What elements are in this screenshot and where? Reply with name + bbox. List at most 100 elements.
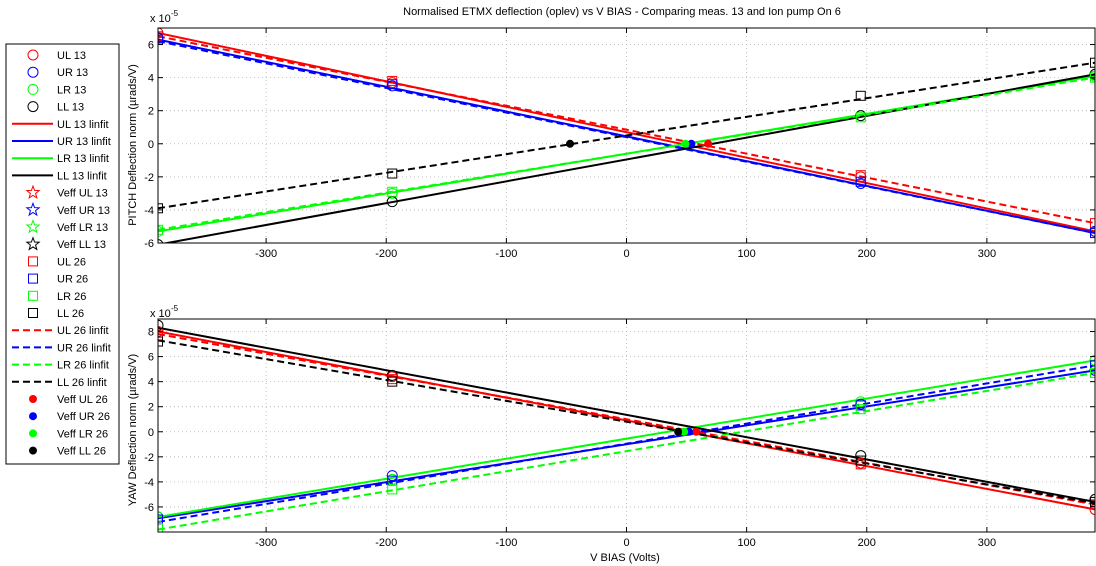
pitch-ll-26-point-3: [1090, 57, 1095, 68]
legend-ul-26-linfit-label: UL 26 linfit: [57, 325, 109, 337]
legend-veff-lr-13-swatch: [25, 219, 41, 234]
pitch-ytick-label: 6: [148, 40, 154, 52]
legend-ur-13-label: UR 13: [57, 67, 88, 79]
legend-veff-ul-13-label: Veff UL 13: [57, 188, 108, 200]
yaw-lr-13-point-3: [1089, 354, 1095, 366]
pitch-veff-ll-26-point-0: [566, 139, 575, 148]
legend-ul-26-swatch: [28, 256, 38, 267]
yaw-ul-13-point-3: [1089, 503, 1095, 515]
legend-ll-13: LL 13: [27, 101, 84, 114]
legend-lr-13-linfit: LR 13 linfit: [12, 153, 109, 165]
legend-lr-13-linfit-label: LR 13 linfit: [57, 153, 109, 165]
pitch-exponent-power: -5: [171, 9, 179, 18]
pitch-xtick-label: -100: [495, 248, 517, 260]
yaw-ur-26-point-0: [158, 514, 163, 525]
legend-ll-26-linfit-label: LL 26 linfit: [57, 377, 107, 389]
legend-veff-ll-13-label: Veff LL 13: [57, 239, 106, 251]
legend-lr-13: LR 13: [27, 83, 86, 96]
pitch-ytick-label: 4: [148, 73, 154, 85]
legend-ul-13-linfit-label: UL 13 linfit: [57, 119, 109, 131]
pitch-ytick-label: 0: [148, 139, 154, 151]
yaw-ll-26-point-1: [387, 376, 398, 387]
yaw-ytick-label: -6: [144, 502, 154, 514]
legend-veff-ur-13: Veff UR 13: [25, 201, 110, 217]
legend-ll-26-swatch: [28, 308, 38, 318]
legend-veff-ur-26-label: Veff UR 26: [57, 411, 110, 423]
legend-ur-13-swatch: [27, 66, 39, 78]
yaw-xtick-label: 100: [737, 537, 755, 549]
yaw-ytick-label: 0: [148, 427, 154, 439]
pitch-ul-26-point-3: [1090, 218, 1095, 229]
pitch-ul-26-linfit-line: [158, 35, 1095, 225]
legend-veff-ll-26-label: Veff LL 26: [57, 446, 106, 458]
legend-ur-26-linfit: UR 26 linfit: [12, 342, 111, 354]
pitch-ytick-label: -6: [144, 238, 154, 250]
pitch-veff-lr-26-point-0: [681, 139, 690, 148]
yaw-series: [158, 319, 1095, 532]
legend-veff-ur-13-swatch: [25, 201, 41, 217]
legend-lr-26-label: LR 26: [57, 291, 86, 303]
legend-ll-13-swatch: [27, 101, 39, 113]
yaw-axes: YAW Deflection norm (µrads/V) V BIAS (Vo…: [127, 304, 1096, 564]
legend-ur-13-linfit-label: UR 13 linfit: [57, 136, 111, 148]
pitch-ll-13-linfit-line: [161, 73, 1095, 243]
legend-veff-lr-13: Veff LR 13: [25, 219, 108, 234]
legend-ll-26: LL 26: [28, 308, 84, 320]
pitch-series: [158, 28, 1095, 243]
legend-ur-13-linfit: UR 13 linfit: [12, 136, 111, 148]
pitch-axes: Normalised ETMX deflection (oplev) vs V …: [127, 6, 1096, 260]
legend-veff-lr-13-label: Veff LR 13: [57, 222, 108, 234]
yaw-plot-area: [158, 319, 1095, 532]
pitch-xtick-label: -200: [375, 248, 397, 260]
pitch-ur-26-point-3: [1090, 228, 1095, 239]
pitch-ul-26-point-2: [855, 170, 866, 181]
yaw-ll-26-point-3: [1090, 496, 1095, 507]
pitch-lr-26-point-0: [158, 224, 163, 235]
pitch-xtick-label: 0: [623, 248, 629, 260]
yaw-lr-26-point-1: [387, 484, 398, 495]
yaw-exponent-label: x 10 -5: [150, 304, 179, 320]
legend-ll-13-linfit-label: LL 13 linfit: [57, 170, 107, 182]
pitch-exponent-base: x 10: [150, 13, 171, 25]
yaw-xtick-label: 200: [858, 537, 876, 549]
yaw-ytick-label: -2: [144, 452, 154, 464]
pitch-ul-13-linfit-line: [158, 31, 1095, 233]
pitch-xtick-label: 300: [978, 248, 996, 260]
legend-veff-ll-26: Veff LL 26: [29, 446, 106, 458]
legend-veff-ll-26-swatch: [29, 446, 37, 455]
pitch-ll-26-linfit-line: [158, 61, 1095, 210]
pitch-ll-26-point-2: [855, 90, 866, 101]
yaw-xtick-label: -100: [495, 537, 517, 549]
yaw-exponent-base: x 10: [150, 308, 171, 320]
legend-veff-lr-26-swatch: [29, 429, 37, 438]
yaw-ll-13-linfit-line: [158, 326, 1095, 503]
pitch-ur-26-linfit-line: [158, 40, 1095, 235]
legend-ll-26-linfit: LL 26 linfit: [12, 377, 107, 389]
pitch-ylabel: PITCH Deflection norm (µrads/V): [127, 64, 139, 226]
yaw-ll-13-point-0: [158, 319, 164, 331]
legend-ul-26: UL 26: [28, 256, 86, 268]
pitch-ticks: -300 -200 -100 0 100 200 300 -6 -4 -2 0 2 4 6: [144, 28, 1095, 260]
pitch-ll-26-point-0: [158, 203, 163, 214]
legend-ll-13-label: LL 13: [57, 102, 84, 114]
legend-veff-lr-26-label: Veff LR 26: [57, 428, 108, 440]
legend-veff-ul-13-swatch: [25, 184, 41, 200]
legend-ur-26: UR 26: [28, 273, 88, 286]
yaw-ll-26-point-0: [158, 336, 163, 347]
yaw-lr-26-point-0: [158, 523, 163, 532]
chart-title: Normalised ETMX deflection (oplev) vs V …: [403, 6, 841, 18]
yaw-ll-26-linfit-line: [158, 339, 1095, 505]
legend-veff-ul-26-label: Veff UL 26: [57, 394, 108, 406]
pitch-ur-26-point-1: [387, 79, 398, 90]
yaw-ur-26-point-3: [1090, 360, 1095, 371]
yaw-lr-13-linfit-line: [158, 359, 1095, 518]
yaw-ytick-label: 4: [148, 377, 154, 389]
legend-lr-26-linfit-label: LR 26 linfit: [57, 360, 109, 372]
pitch-ytick-label: 2: [148, 106, 154, 118]
legend-veff-ur-26-swatch: [29, 412, 37, 421]
pitch-ytick-label: -4: [144, 205, 154, 217]
yaw-ytick-label: 6: [148, 352, 154, 364]
legend-ur-26-swatch: [28, 273, 38, 284]
yaw-ul-13-linfit-line: [158, 330, 1095, 511]
